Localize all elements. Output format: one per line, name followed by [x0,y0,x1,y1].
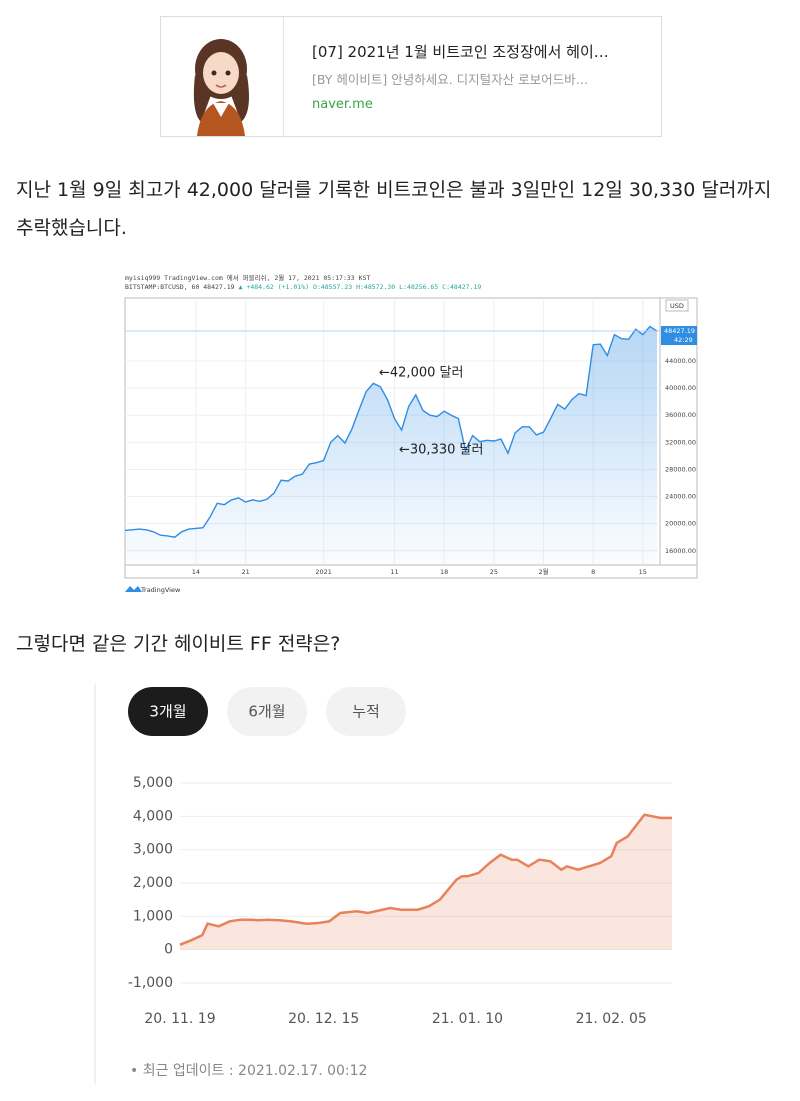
header-part: BITSTAMP:BTCUSD, 60 48427.19 [125,283,235,291]
card-title[interactable]: [07] 2021년 1월 비트코인 조정장에서 헤이… [312,43,609,61]
chart-header: BITSTAMP:BTCUSD, 60 48427.19 ▲ +484.62 (+… [125,283,481,291]
brand-logo [125,586,142,592]
chart-header: myisiq999 TradingView.com 에서 퍼블리쉬, 2월 17… [125,273,370,282]
x-tick-label: 14 [192,568,200,576]
x-tick-label: 8 [591,568,595,576]
y-tick-label: 4,000 [133,808,173,824]
price-line [124,325,658,538]
footnote: • 최근 업데이트 : 2021.02.17. 00:12 [130,1063,367,1079]
y-tick-label: 24000.00 [665,493,696,501]
return-line [179,813,672,946]
header-part: ▲ +484.62 (+1.01%) [239,283,309,291]
currency-box [665,299,689,312]
x-tick-label: 20. 11. 19 [144,1011,215,1027]
x-tick-label: 2021 [315,568,332,576]
header-part: O:48557.23 H:48572.30 L:48256.65 C:48427… [313,283,481,291]
area-fill [125,326,657,565]
y-tick-label: 0 [164,942,173,958]
paragraph: 지난 1월 9일 최고가 42,000 달러를 기록한 비트코인은 불과 3일만… [16,179,772,239]
y-tick-label: 32000.00 [665,438,696,446]
card-domain[interactable]: naver.me [312,97,373,112]
x-tick-label: 25 [490,568,498,576]
tab-label[interactable]: 3개월 [149,703,186,721]
currency: USD [670,302,684,310]
y-tick-label: 28000.00 [665,465,696,473]
tab[interactable] [326,687,406,736]
countdown: 42:29 [674,336,693,344]
x-tick-label: 2월 [538,567,548,576]
y-tick-label: -1,000 [128,975,173,991]
x-tick-label: 21. 02. 05 [576,1011,647,1027]
x-tick-label: 20. 12. 15 [288,1011,359,1027]
area-fill [180,814,672,950]
y-tick-label: 20000.00 [665,520,696,528]
tab-label[interactable]: 누적 [352,703,380,721]
y-tick-label: 1,000 [133,908,173,924]
y-tick-label: 5,000 [133,775,173,791]
thumbnail [161,17,284,136]
x-tick-label: 18 [440,568,448,576]
annotation: ←30,330 달러 [399,443,483,458]
paragraph: 그렇다면 같은 기간 헤이비트 FF 전략은? [16,633,341,655]
last-price-label: 48427.19 [664,327,695,335]
brand: TradingView [140,586,181,594]
y-tick-label: 36000.00 [665,411,696,419]
x-tick-label: 15 [639,568,647,576]
x-tick-label: 21 [241,568,249,576]
performance-chart: 3개월 6개월 누적 -1,000 0 1,000 2,000 3,000 4,000 5,000… [94,684,672,1084]
card-description: [BY 헤이비트] 안녕하세요. 디지털자산 로보어드바… [312,72,589,87]
last-price-box [661,326,697,346]
y-tick-label: 2,000 [133,875,173,891]
tab[interactable] [227,687,307,736]
x-tick-label: 11 [390,568,398,576]
plot-frame [124,297,698,579]
annotation: ←42,000 달러 [379,366,463,381]
link-card[interactable]: [07] 2021년 1월 비트코인 조정장에서 헤이… [BY 헤이비트] 안… [160,16,662,137]
x-tick-label: 21. 01. 10 [432,1011,503,1027]
y-tick-label: 16000.00 [665,547,696,555]
price-chart: myisiq999 TradingView.com 에서 퍼블리쉬, 2월 17… [124,273,698,594]
tab-label[interactable]: 6개월 [248,703,285,721]
y-tick-label: 3,000 [133,842,173,858]
y-tick-label: 44000.00 [665,357,696,365]
y-tick-label: 40000.00 [665,384,696,392]
tab[interactable] [128,687,208,736]
